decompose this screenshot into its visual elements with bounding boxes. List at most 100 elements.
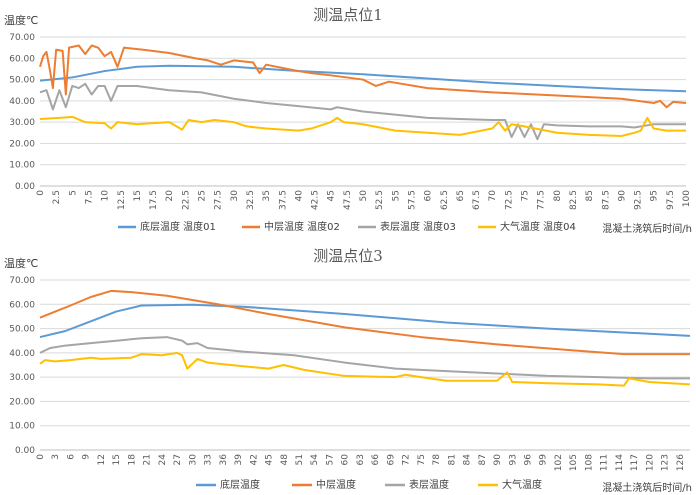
x-tick-label: 6 xyxy=(66,454,76,460)
y-tick-label: 10.00 xyxy=(9,161,35,171)
x-tick-label: 40 xyxy=(294,190,304,202)
chart-1-x-axis-label: 混凝土浇筑后时间/h xyxy=(602,222,692,235)
series-line-1 xyxy=(39,303,691,339)
x-tick-label: 2.5 xyxy=(52,190,62,204)
y-tick-label: 60.00 xyxy=(9,300,35,310)
x-tick-label: 25 xyxy=(198,190,208,201)
x-tick-label: 78 xyxy=(432,454,442,466)
x-tick-label: 67.5 xyxy=(472,190,482,210)
x-tick-label: 75 xyxy=(417,454,427,465)
series-line-4 xyxy=(39,115,686,137)
x-tick-label: 55 xyxy=(391,190,401,201)
x-tick-label: 111 xyxy=(600,454,610,471)
x-tick-label: 96 xyxy=(524,454,534,466)
x-tick-label: 120 xyxy=(645,454,655,471)
chart-2-legend: 底层温度 中层温度 表层温度 大气温度 xyxy=(196,478,542,491)
legend-label-3: 表层温度 温度03 xyxy=(380,220,456,233)
x-tick-label: 95 xyxy=(650,190,660,201)
x-tick-label: 17.5 xyxy=(149,190,159,210)
x-tick-label: 82.5 xyxy=(569,190,579,210)
x-tick-label: 54 xyxy=(310,454,320,466)
legend-label-4: 大气温度 xyxy=(502,478,542,491)
x-tick-label: 48 xyxy=(280,454,290,466)
x-tick-label: 7.5 xyxy=(84,190,94,204)
legend-label-1: 底层温度 xyxy=(220,478,260,491)
x-tick-label: 0 xyxy=(36,454,46,460)
series-line-3 xyxy=(39,82,686,141)
legend-label-4: 大气温度 温度04 xyxy=(500,220,576,233)
x-tick-label: 63 xyxy=(356,454,366,465)
series-line-2 xyxy=(39,44,687,109)
x-tick-label: 66 xyxy=(371,454,381,466)
chart-1-x-ticks: 0 2.5 5 7.5 10 12.5 15 17.5 20 22.5 25 27.5 30 32.5 35… xyxy=(36,190,692,210)
x-tick-label: 93 xyxy=(508,454,518,465)
x-tick-label: 108 xyxy=(584,454,594,471)
x-tick-label: 47.5 xyxy=(343,190,353,210)
x-tick-label: 65 xyxy=(456,190,466,201)
x-tick-label: 102 xyxy=(554,454,564,471)
x-tick-label: 87 xyxy=(478,454,488,465)
chart-2-y-axis-label: 温度℃ xyxy=(4,256,38,270)
chart-2-x-ticks: 0 3 6 9 12 15 18 21 24 27 30 33 36 39 42 45 48 51 54 57 60 63… xyxy=(36,454,686,471)
x-tick-label: 90 xyxy=(617,190,627,202)
y-tick-label: 40.00 xyxy=(9,97,35,107)
y-tick-label: 70.00 xyxy=(9,33,35,43)
y-tick-label: 20.00 xyxy=(9,139,35,149)
x-tick-label: 92.5 xyxy=(634,190,644,210)
chart-1: 测温点位1 温度℃ 0.00 10.00 20.00 30.00 40.00 50.00 6… xyxy=(4,6,692,235)
x-tick-label: 60 xyxy=(341,454,351,466)
y-tick-label: 70.00 xyxy=(9,276,35,286)
y-tick-label: 50.00 xyxy=(9,76,35,86)
chart-1-series xyxy=(39,44,687,141)
x-tick-label: 75 xyxy=(521,190,531,201)
x-tick-label: 51 xyxy=(295,454,305,465)
x-tick-label: 117 xyxy=(630,454,640,471)
x-tick-label: 72.5 xyxy=(504,190,514,210)
x-tick-label: 22.5 xyxy=(181,190,191,210)
x-tick-label: 126 xyxy=(676,454,686,471)
legend-label-2: 中层温度 温度02 xyxy=(264,220,340,233)
x-tick-label: 27.5 xyxy=(214,190,224,210)
x-tick-label: 81 xyxy=(447,454,457,465)
x-tick-label: 100 xyxy=(682,190,692,207)
x-tick-label: 0 xyxy=(36,190,46,196)
x-tick-label: 84 xyxy=(463,454,473,466)
x-tick-label: 57 xyxy=(325,454,335,465)
x-tick-label: 69 xyxy=(386,454,396,466)
x-tick-label: 10 xyxy=(101,190,111,202)
x-tick-label: 27 xyxy=(173,454,183,465)
y-tick-label: 60.00 xyxy=(9,54,35,64)
x-tick-label: 18 xyxy=(127,454,137,466)
x-tick-label: 70 xyxy=(488,190,498,202)
series-line-1 xyxy=(39,64,687,93)
x-tick-label: 45 xyxy=(265,454,275,465)
y-tick-label: 50.00 xyxy=(9,325,35,335)
x-tick-label: 15 xyxy=(133,190,143,201)
x-tick-label: 20 xyxy=(165,190,175,202)
y-tick-label: 0.00 xyxy=(15,182,35,192)
chart-1-y-ticks: 0.00 10.00 20.00 30.00 40.00 50.00 60.00 70.00 xyxy=(9,33,35,192)
x-tick-label: 39 xyxy=(234,454,244,466)
series-line-2 xyxy=(39,289,690,356)
x-tick-label: 52.5 xyxy=(375,190,385,210)
x-tick-label: 114 xyxy=(615,454,625,471)
x-tick-label: 30 xyxy=(230,190,240,202)
x-tick-label: 50 xyxy=(359,190,369,202)
x-tick-label: 62.5 xyxy=(440,190,450,210)
y-tick-label: 20.00 xyxy=(9,397,35,407)
x-tick-label: 12.5 xyxy=(117,190,127,210)
x-tick-label: 45 xyxy=(327,190,337,201)
x-tick-label: 97.5 xyxy=(666,190,676,210)
x-tick-label: 5 xyxy=(68,190,78,196)
x-tick-label: 60 xyxy=(424,190,434,202)
chart-2-y-ticks: 0.00 10.00 20.00 30.00 40.00 50.00 60.00 70.00 xyxy=(9,276,35,456)
x-tick-label: 80 xyxy=(553,190,563,202)
x-tick-label: 15 xyxy=(112,454,122,465)
x-tick-label: 36 xyxy=(219,454,229,466)
chart-2: 测温点位3 温度℃ 0.00 10.00 20.00 30.00 40.00 50.00 6… xyxy=(4,247,692,494)
x-tick-label: 123 xyxy=(661,454,671,471)
x-tick-label: 57.5 xyxy=(407,190,417,210)
x-tick-label: 72 xyxy=(402,454,412,465)
x-tick-label: 33 xyxy=(204,454,214,465)
